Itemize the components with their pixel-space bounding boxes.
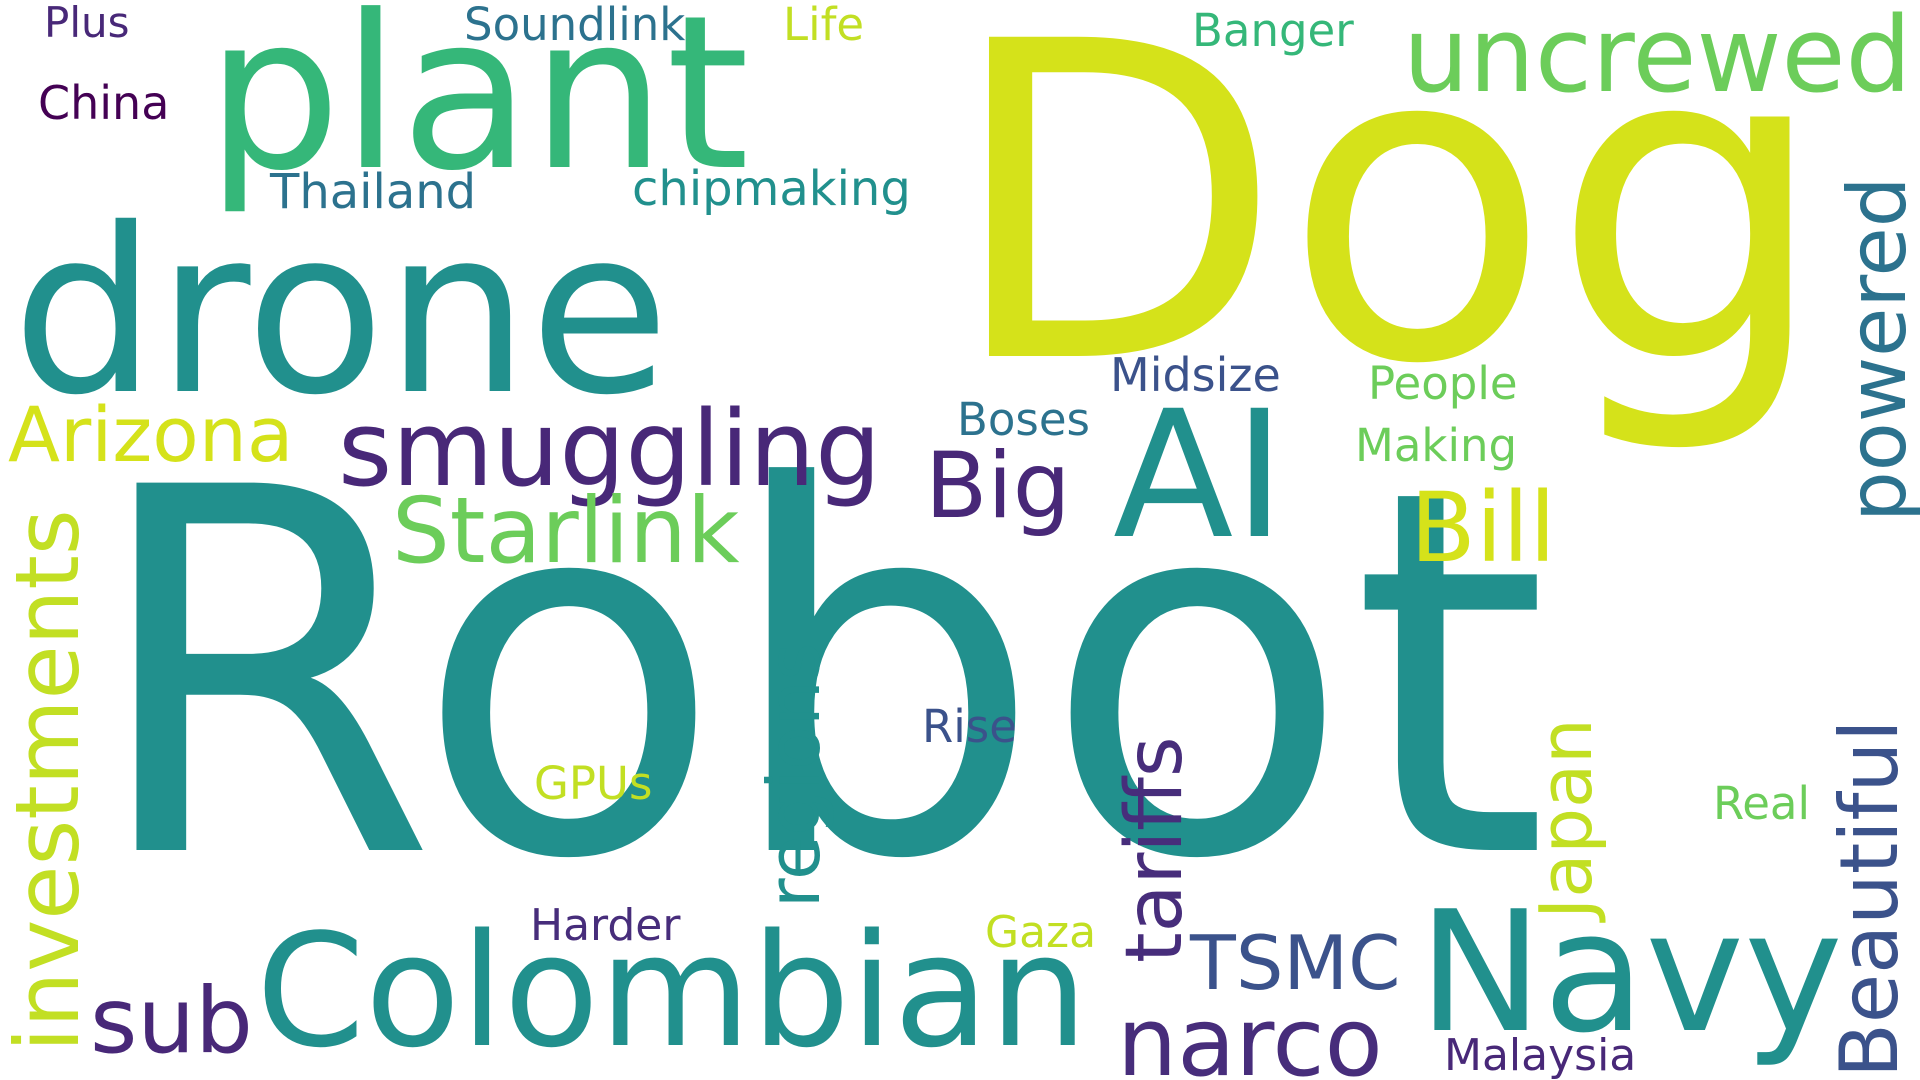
word-bill: Bill [1410, 472, 1556, 584]
word-colombian: Colombian [256, 900, 1088, 1080]
word-life: Life [783, 0, 865, 51]
word-soundlink: Soundlink [464, 0, 686, 51]
word-drone: drone [12, 179, 670, 445]
word-gaza: Gaza [985, 907, 1097, 958]
word-real: Real [1713, 777, 1811, 830]
word-starlink: Starlink [392, 479, 740, 584]
word-banger: Banger [1192, 4, 1354, 57]
word-ai: AI [1113, 373, 1286, 578]
word-dog: Dog [946, 0, 1830, 460]
word-malaysia: Malaysia [1444, 1030, 1637, 1080]
word-rise: Rise [922, 700, 1017, 753]
word-navy: Navy [1418, 876, 1843, 1070]
word-harder: Harder [530, 900, 681, 951]
word-making: Making [1355, 419, 1518, 472]
word-powered: powered [1831, 176, 1920, 522]
word-boses: Boses [957, 393, 1090, 446]
word-plus: Plus [44, 0, 130, 47]
word-chipmaking: chipmaking [632, 161, 911, 217]
word-people: People [1368, 357, 1518, 410]
word-arizona: Arizona [8, 390, 294, 479]
word-plant: plant [206, 0, 750, 218]
word-investments: investments [0, 509, 99, 1052]
word-beautiful: Beautiful [1823, 719, 1916, 1078]
word-midsize: Midsize [1110, 348, 1281, 402]
word-thailand: Thailand [270, 164, 477, 220]
word-robot: Robot [87, 382, 1549, 969]
word-narco: narco [1117, 988, 1383, 1080]
word-sub: sub [90, 969, 253, 1074]
word-tsmc: TSMC [1190, 919, 1401, 1007]
word-tariffs: tariffs [1110, 736, 1200, 964]
word-smuggling: smuggling [338, 388, 882, 510]
word-regions: regions [752, 642, 836, 908]
word-china: China [38, 76, 170, 130]
word-japan: Japan [1524, 718, 1608, 919]
word-big: Big [925, 434, 1071, 539]
word-uncrewed: uncrewed [1403, 0, 1912, 116]
word-gpus: GPUs [534, 757, 653, 810]
